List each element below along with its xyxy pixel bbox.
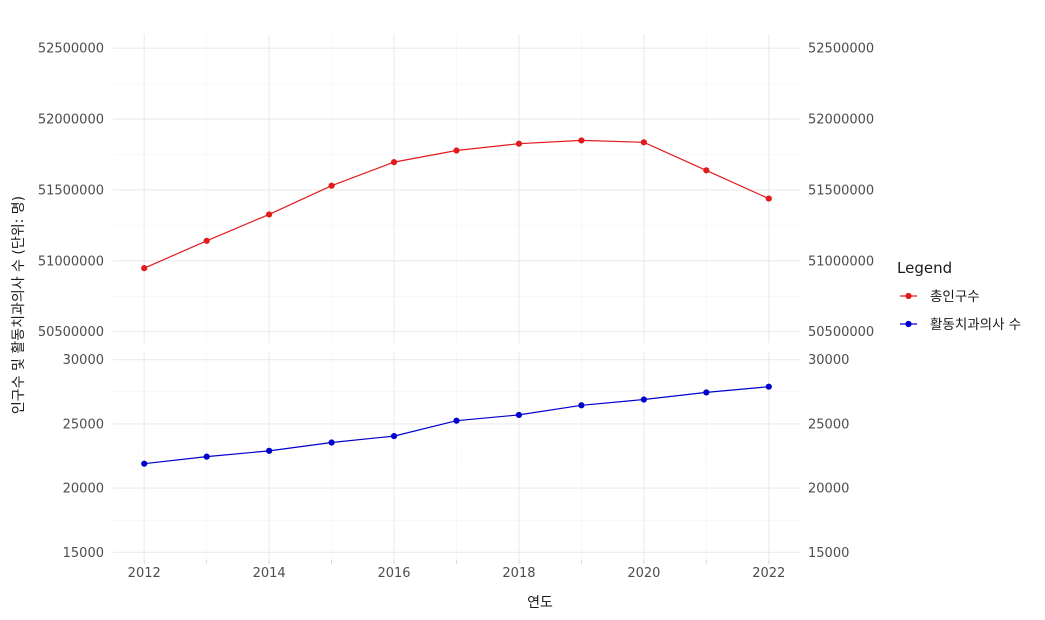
y-tick-label: 50500000 <box>38 325 104 340</box>
y2-tick-label: 25000 <box>808 417 849 432</box>
x-axis: 2012 2014 2016 2018 2020 2022 <box>128 560 785 581</box>
x-axis-title: 연도 <box>527 595 553 611</box>
y2-tick-label: 51500000 <box>808 183 874 198</box>
legend-key-point <box>905 320 912 328</box>
x-tick-label: 2012 <box>128 566 161 581</box>
y2-tick-label: 52500000 <box>808 42 874 57</box>
y-axis-title: 인구수 및 활동치과의사 수 (단위: 명) <box>11 196 27 414</box>
data-point <box>578 402 585 409</box>
data-point <box>141 265 148 272</box>
legend-title: Legend <box>897 259 952 277</box>
y2-tick-label: 52000000 <box>808 113 874 128</box>
y2-tick-label: 15000 <box>808 546 849 561</box>
data-point <box>203 453 210 460</box>
y-tick-label: 52500000 <box>38 42 104 57</box>
chart-panels: 50500000 50500000 51000000 51000000 51500000… <box>38 34 874 561</box>
x-tick-label: 2020 <box>627 566 660 581</box>
data-point <box>203 237 210 244</box>
data-point <box>141 460 148 467</box>
y-tick-label: 51500000 <box>38 183 104 198</box>
legend-label: 총인구수 <box>930 289 980 305</box>
x-tick-label: 2022 <box>752 566 785 581</box>
x-tick-label: 2014 <box>253 566 286 581</box>
legend-item: 총인구수 <box>900 289 980 305</box>
data-point <box>390 159 398 166</box>
y-tick-label: 15000 <box>63 546 104 561</box>
y2-tick-label: 50500000 <box>808 325 874 340</box>
y-tick-label: 52000000 <box>38 113 104 128</box>
data-point <box>765 195 772 202</box>
data-point <box>703 389 710 396</box>
data-point <box>266 211 273 218</box>
y-tick-label: 30000 <box>63 353 104 368</box>
data-point <box>328 182 335 189</box>
data-point <box>515 140 523 147</box>
data-point <box>453 417 460 424</box>
x-tick-label: 2016 <box>377 566 410 581</box>
y-tick-label: 25000 <box>63 417 104 432</box>
data-point <box>266 447 273 454</box>
y-tick-label: 20000 <box>63 482 104 497</box>
x-tick-label: 2018 <box>502 566 535 581</box>
data-point <box>328 439 335 446</box>
legend-key-point <box>905 292 912 300</box>
data-point <box>390 432 398 440</box>
data-point <box>765 383 772 390</box>
legend-item: 활동치과의사 수 <box>900 317 1021 333</box>
data-point <box>703 167 710 174</box>
data-point <box>640 396 647 403</box>
y-tick-label: 51000000 <box>38 254 104 269</box>
data-point <box>578 137 585 144</box>
y2-tick-label: 51000000 <box>808 254 874 269</box>
legend-label: 활동치과의사 수 <box>930 317 1021 333</box>
y2-tick-label: 20000 <box>808 482 849 497</box>
facet-panel-2: 15000 15000 20000 20000 25000 25000 30000 30000 <box>63 352 849 561</box>
data-point <box>453 147 460 154</box>
data-point <box>640 139 647 146</box>
data-point <box>515 411 523 419</box>
y2-tick-label: 30000 <box>808 353 849 368</box>
facet-panel-1: 50500000 50500000 51000000 51000000 51500000… <box>38 34 874 343</box>
